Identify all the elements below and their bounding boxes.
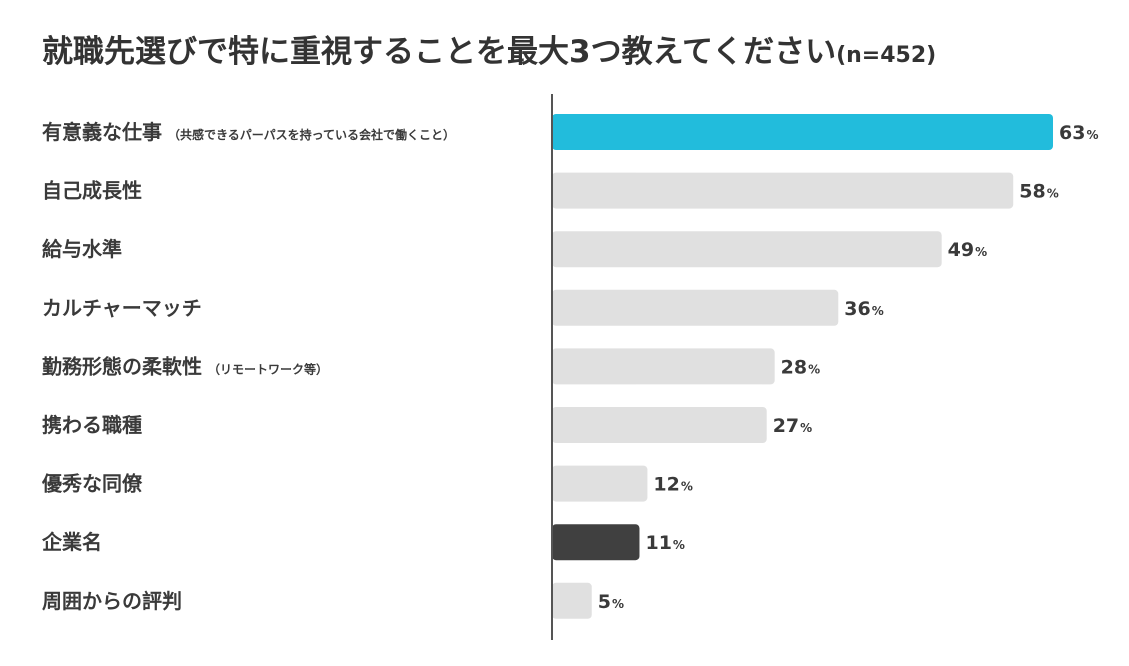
value-label: 58% [1019,181,1058,203]
value-label-unit: % [800,421,812,435]
category-label-main: 優秀な同僚 [41,472,143,496]
category-label: 周囲からの評判 [42,589,182,613]
bar [552,582,592,619]
value-label-number: 12 [653,474,679,496]
value-label: 11% [645,532,684,554]
category-label-main: 携わる職種 [42,413,142,437]
category-label-note: （リモートワーク等） [208,361,328,376]
category-label-main: 企業名 [41,530,102,554]
value-label-number: 27 [773,415,799,437]
value-label: 36% [844,298,883,320]
value-label-number: 28 [781,356,807,378]
value-label-number: 49 [948,239,974,261]
sample-size: (n=452) [836,43,937,68]
value-label-unit: % [612,597,624,611]
value-label: 12% [653,474,692,496]
value-label-unit: % [1086,128,1098,142]
bar [552,348,775,385]
category-label: 企業名 [41,530,102,554]
value-label-number: 63 [1059,122,1085,144]
chart-title-text: 就職先選びで特に重視することを最大3つ教えてください [42,34,837,70]
bar [552,289,839,326]
value-label-unit: % [673,538,685,552]
chart-title: 就職先選びで特に重視することを最大3つ教えてください(n=452) [42,26,936,71]
bar [552,231,942,268]
category-label: 自己成長性 [42,179,142,203]
category-label-main: 自己成長性 [42,179,142,203]
category-label-main: 給与水準 [42,237,122,261]
value-label: 28% [781,356,820,378]
value-label-unit: % [872,304,884,318]
category-label-main: 勤務形態の柔軟性 [42,354,202,378]
value-label-number: 58 [1019,181,1045,203]
category-label-main: 有意義な仕事 [42,120,162,144]
category-label: 優秀な同僚 [41,472,143,496]
value-label: 49% [948,239,987,261]
value-label-number: 11 [645,532,671,554]
value-label-unit: % [681,480,693,494]
bar [552,465,648,502]
category-label: 給与水準 [42,237,122,261]
category-label: 有意義な仕事 （共感できるパーパスを持っている会社で働くこと） [42,120,455,144]
bar [552,114,1053,150]
value-label: 5% [598,591,624,613]
bar [552,524,640,561]
value-label-unit: % [975,245,987,259]
category-label: カルチャーマッチ [42,296,202,320]
category-label-main: カルチャーマッチ [42,296,202,320]
value-label-number: 36 [844,298,870,320]
bar [552,172,1014,209]
value-label-unit: % [808,362,820,376]
value-label-unit: % [1047,187,1059,201]
value-label: 27% [773,415,812,437]
category-label-main: 周囲からの評判 [42,589,182,613]
category-label: 勤務形態の柔軟性 （リモートワーク等） [42,354,328,378]
category-label: 携わる職種 [42,413,142,437]
bar [552,407,767,443]
value-label-number: 5 [598,591,611,613]
value-label: 63% [1059,122,1098,144]
category-label-note: （共感できるパーパスを持っている会社で働くこと） [168,127,455,142]
